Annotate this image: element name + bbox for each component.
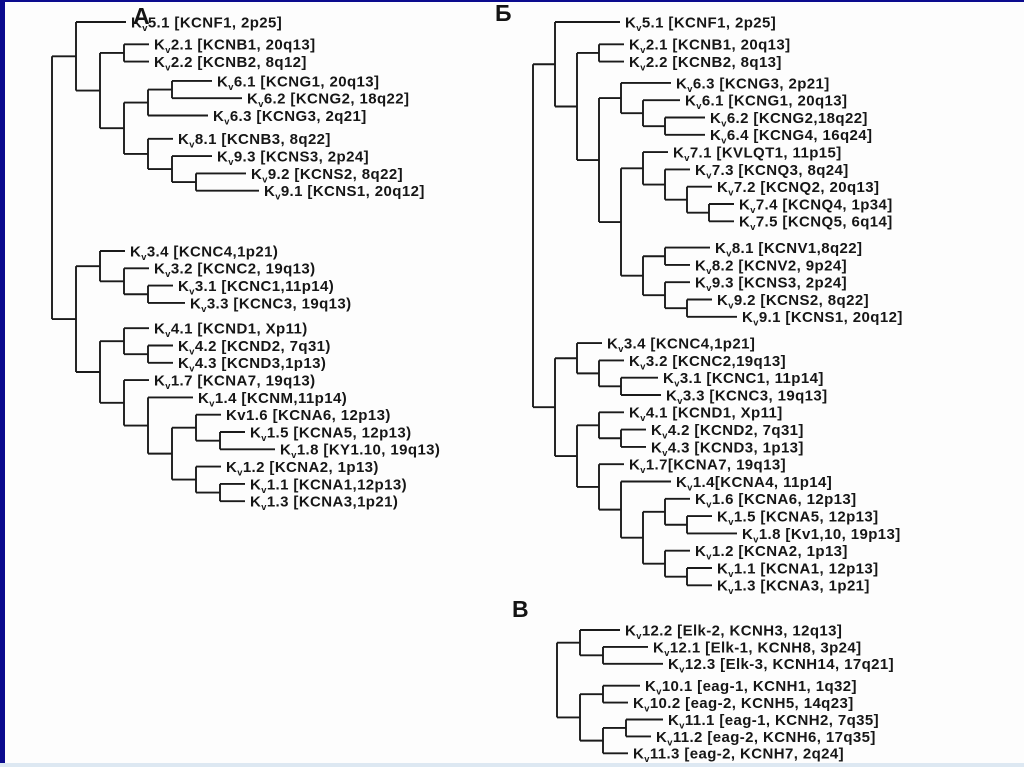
leaf-label: Kv9.3 [KCNS3, 2p24] [217, 149, 369, 168]
leaf-label: Kv9.3 [KCNS3, 2p24] [695, 275, 847, 294]
leaf-label: Kv7.3 [KCNQ3, 8q24] [695, 162, 849, 181]
leaf-label: Kv7.4 [KCNQ4, 1p34] [739, 196, 893, 215]
leaf-label: Kv6.3 [KCNG3, 2p21] [676, 75, 830, 94]
leaf-label: Kv2.1 [KCNB1, 20q13] [629, 37, 791, 56]
leaf-label: Kv8.1 [KCNV1,8q22] [715, 240, 862, 259]
leaf-label: Kv4.3 [KCND3, 1p13] [651, 439, 804, 458]
leaf-label: Kv8.1 [KCNB3, 8q22] [178, 131, 331, 150]
leaf-label: Kv1.7 [KCNA7, 19q13) [154, 373, 316, 392]
leaf-label: Kv11.2 [eag-2, KCNH6, 17q35] [656, 729, 876, 748]
tree-panel-A: Kv5.1 [KCNF1, 2p25]Kv2.1 [KCNB1, 20q13]K… [51, 14, 440, 512]
leaf-label: Kv12.2 [Elk-2, KCNH3, 12q13] [625, 622, 842, 641]
panel-label-a: A [133, 3, 151, 29]
leaf-label: Kv1.6 [KCNA6, 12p13] [695, 491, 857, 510]
leaf-label: Kv6.2 [KCNG2, 18q22] [247, 91, 409, 110]
leaf-label: Kv9.1 [KCNS1, 20q12] [742, 309, 903, 328]
leaf-label: Kv3.2 [KCNC2, 19q13) [154, 261, 316, 280]
leaf-label: Kv7.2 [KCNQ2, 20q13] [717, 179, 879, 198]
leaf-label: Kv2.2 [KCNB2, 8q12] [154, 54, 307, 73]
leaf-label: Kv4.3 [KCND3,1p13) [178, 355, 326, 374]
leaf-label: Kv9.2 [KCNS2, 8q22] [251, 166, 403, 185]
tree-panel-В: Kv12.2 [Elk-2, KCNH3, 12q13]Kv12.1 [Elk-… [556, 622, 894, 765]
leaf-label: Kv12.3 [Elk-3, KCNH14, 17q21] [668, 656, 894, 675]
leaf-label: Kv2.2 [KCNB2, 8q13] [629, 54, 782, 73]
panel-label-b: Б [495, 0, 513, 26]
panel-label-v: В [512, 596, 530, 622]
leaf-label: Kv6.2 [KCNG2,18q22] [710, 110, 868, 128]
leaf-label: Kv1.5 [KCNA5, 12p13] [717, 509, 879, 528]
leaf-label: Kv1.7[KCNA7, 19q13] [629, 457, 786, 476]
leaf-label: Kv3.3 [KCNC3, 19q13) [190, 295, 352, 314]
leaf-label: Kv5.1 [KCNF1, 2p25] [625, 14, 776, 33]
leaf-label: Kv1.5 [KCNA5, 12p13) [250, 424, 412, 443]
leaf-label: Kv11.3 [eag-2, KCNH7, 2q24] [633, 746, 844, 765]
left-border-stripe [0, 0, 5, 767]
leaf-label: Kv6.4 [KCNG4, 16q24] [710, 127, 872, 146]
leaf-label: Kv1.1 [KCNA1,12p13) [250, 476, 407, 495]
leaf-label: Kv1.4[KCNA4, 11p14] [676, 474, 832, 493]
leaf-label: Kv6.1 [KCNG1, 20q13] [217, 73, 379, 92]
leaf-label: Kv3.4 [KCNC4,1p21) [130, 243, 278, 262]
leaf-label: Kv10.1 [eag-1, KCNH1, 1q32] [645, 678, 857, 697]
leaf-label: Kv1.2 [KCNA2, 1p13) [226, 459, 379, 478]
bottom-border-stripe [0, 763, 1024, 767]
leaf-label: Kv6.3 [KCNG3, 2q21] [213, 108, 367, 127]
leaf-label: Kv3.1 [KCNC1, 11p14] [663, 370, 824, 389]
leaf-label: Kv1.2 [KCNA2, 1p13] [695, 543, 848, 562]
top-border-stripe [0, 0, 1024, 2]
leaf-label: Kv7.1 [KVLQT1, 11p15] [673, 145, 842, 164]
leaf-label: Kv5.1 [KCNF1, 2p25] [131, 14, 282, 33]
leaf-label: Kv11.1 [eag-1, KCNH2, 7q35] [668, 712, 879, 731]
leaf-label: Kv3.4 [KCNC4,1p21] [607, 336, 755, 355]
tree-panel-Б: Kv5.1 [KCNF1, 2p25]Kv2.1 [KCNB1, 20q13]K… [532, 14, 903, 597]
leaf-label: Kv9.1 [KCNS1, 20q12] [264, 183, 425, 202]
leaf-label: Kv8.2 [KCNV2, 9p24] [695, 257, 847, 276]
leaf-label: Kv1.3 [KCNA3,1p21) [250, 494, 398, 512]
leaf-label: Kv3.2 [KCNC2,19q13] [629, 353, 786, 372]
leaf-label: Kv10.2 [eag-2, KCNH5, 14q23] [633, 695, 854, 714]
leaf-label: Kv4.1 [KCND1, Xp11] [629, 405, 783, 424]
leaf-label: Kv1.6 [KCNA6, 12p13) [226, 407, 391, 424]
leaf-label: Kv7.5 [KCNQ5, 6q14] [739, 214, 893, 233]
leaf-label: Kv4.2 [KCND2, 7q31] [651, 422, 804, 441]
leaf-label: Kv3.3 [KCNC3, 19q13] [666, 387, 828, 406]
leaf-label: Kv4.1 [KCND1, Xp11) [154, 321, 308, 340]
leaf-label: Kv1.4 [KCNM,11p14) [198, 390, 347, 409]
leaf-label: Kv1.8 [Kv1,10, 19p13] [742, 526, 901, 545]
leaf-label: Kv9.2 [KCNS2, 8q22] [717, 292, 869, 311]
leaf-label: Kv1.3 [KCNA3, 1p21] [717, 578, 870, 597]
leaf-label: Kv4.2 [KCND2, 7q31) [178, 338, 331, 357]
leaf-label: Kv12.1 [Elk-1, KCNH8, 3p24] [653, 639, 862, 658]
leaf-label: Kv2.1 [KCNB1, 20q13] [154, 37, 316, 56]
leaf-label: Kv1.8 [KY1.10, 19q13) [280, 442, 440, 461]
leaf-label: Kv6.1 [KCNG1, 20q13] [685, 93, 847, 112]
leaf-label: Kv3.1 [KCNC1,11p14) [178, 278, 334, 297]
leaf-label: Kv1.1 [KCNA1, 12p13] [717, 560, 879, 579]
